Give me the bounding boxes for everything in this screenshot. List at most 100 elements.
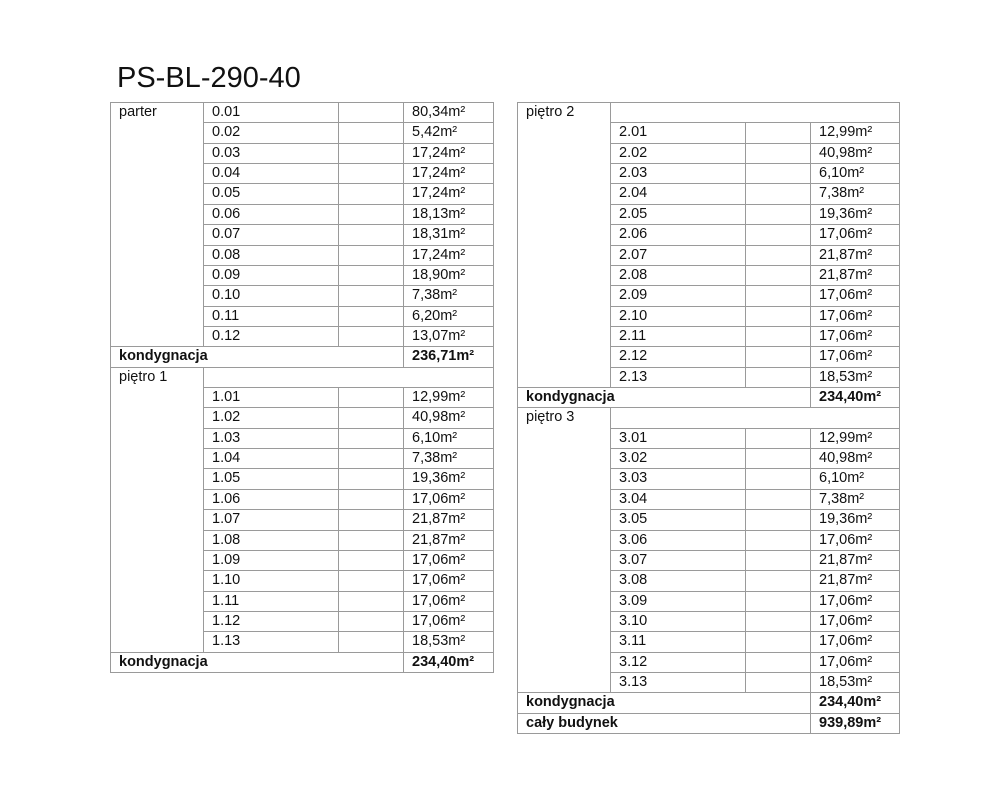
empty-cell (338, 468, 404, 490)
room-number: 2.11 (610, 325, 746, 348)
empty-cell (745, 366, 811, 389)
room-number: 3.13 (610, 672, 746, 694)
room-area: 17,06m² (403, 549, 494, 572)
room-number: 2.01 (610, 122, 746, 144)
room-number: 2.08 (610, 264, 746, 287)
room-number: 0.08 (203, 244, 339, 266)
room-number: 3.11 (610, 631, 746, 653)
empty-cell (745, 570, 811, 592)
table-row: 1.08 21,87m² (111, 529, 494, 551)
table-row: 2.07 21,87m² (518, 244, 900, 266)
table-row: 1.01 12,99m² (111, 387, 494, 409)
room-area: 40,98m² (810, 448, 900, 470)
area-table-right: piętro 2 2.01 12,99m² 2.02 40,98m² 2.03 6,10m²… (517, 101, 900, 735)
room-number: 1.13 (203, 631, 339, 653)
room-area: 18,53m² (810, 366, 900, 389)
room-area: 12,99m² (403, 387, 494, 409)
empty-cell (338, 183, 404, 205)
room-number: 1.08 (203, 529, 339, 551)
page-title: PS-BL-290-40 (117, 62, 301, 94)
table-row: 2.11 17,06m² (518, 325, 900, 348)
room-number: 3.12 (610, 651, 746, 674)
empty-cell (203, 366, 494, 389)
empty-cell (338, 570, 404, 592)
table-row: 0.12 13,07m² (111, 325, 494, 348)
room-area: 21,87m² (810, 570, 900, 592)
floor-label: piętro 2 (517, 101, 611, 389)
room-number: 0.01 (203, 101, 339, 124)
room-area: 19,36m² (810, 203, 900, 226)
empty-cell (745, 183, 811, 205)
room-area: 17,24m² (403, 142, 494, 165)
room-area: 13,07m² (403, 325, 494, 348)
table-row: 2.09 17,06m² (518, 285, 900, 307)
floor-total-row: kondygnacja 234,40m² (517, 692, 900, 714)
empty-cell (338, 590, 404, 612)
floor-header-row: piętro 2 (517, 101, 900, 389)
room-number: 2.03 (610, 163, 746, 185)
room-area: 7,38m² (403, 285, 494, 307)
empty-cell (338, 244, 404, 266)
room-area: 12,99m² (810, 122, 900, 144)
table-row: 3.05 19,36m² (518, 509, 900, 531)
empty-cell (338, 203, 404, 226)
floor-header-row: piętro 3 (517, 407, 900, 694)
room-number: 3.03 (610, 468, 746, 490)
table-row: 3.03 6,10m² (518, 468, 900, 490)
building-total-row: cały budynek 939,89m² (517, 712, 900, 735)
room-number: 0.03 (203, 142, 339, 165)
room-number: 0.09 (203, 264, 339, 287)
floor-total-row: kondygnacja 234,40m² (517, 387, 900, 409)
room-area: 7,38m² (403, 448, 494, 470)
floor-total-value: 234,40m² (403, 651, 494, 674)
room-number: 0.12 (203, 325, 339, 348)
room-number: 3.06 (610, 529, 746, 551)
floor-total-row: kondygnacja 236,71m² (110, 346, 494, 368)
empty-cell (745, 427, 811, 450)
room-area: 17,06m² (810, 285, 900, 307)
empty-cell (338, 387, 404, 409)
room-area: 6,10m² (810, 163, 900, 185)
room-area: 7,38m² (810, 183, 900, 205)
room-area: 17,24m² (403, 244, 494, 266)
room-area: 18,53m² (810, 672, 900, 694)
room-area: 17,06m² (403, 590, 494, 612)
room-area: 17,06m² (403, 570, 494, 592)
room-number: 3.02 (610, 448, 746, 470)
empty-cell (338, 264, 404, 287)
room-area: 17,06m² (403, 488, 494, 511)
floor-label: piętro 3 (517, 407, 611, 694)
room-number: 1.12 (203, 610, 339, 633)
room-number: 1.11 (203, 590, 339, 612)
room-area: 21,87m² (810, 264, 900, 287)
room-area: 6,20m² (403, 305, 494, 327)
room-number: 0.07 (203, 224, 339, 246)
room-number: 1.07 (203, 509, 339, 531)
room-area: 17,06m² (403, 610, 494, 633)
room-number: 1.03 (203, 427, 339, 450)
room-number: 3.01 (610, 427, 746, 450)
room-number: 1.05 (203, 468, 339, 490)
room-number: 1.06 (203, 488, 339, 511)
table-row: 0.02 5,42m² (111, 122, 494, 144)
room-number: 2.10 (610, 305, 746, 327)
table-row: 1.13 18,53m² (111, 631, 494, 653)
floor-total-value: 234,40m² (810, 387, 900, 409)
table-row: 0.06 18,13m² (111, 203, 494, 226)
room-area: 40,98m² (810, 142, 900, 165)
empty-cell (338, 101, 404, 124)
room-area: 18,53m² (403, 631, 494, 653)
room-area: 12,99m² (810, 427, 900, 450)
room-number: 2.05 (610, 203, 746, 226)
empty-cell (338, 610, 404, 633)
table-row: 0.10 7,38m² (111, 285, 494, 307)
floor-header-row: piętro 1 (110, 366, 494, 653)
table-row: 1.06 17,06m² (111, 488, 494, 511)
room-number: 2.12 (610, 346, 746, 368)
room-area: 21,87m² (810, 244, 900, 266)
empty-cell (745, 346, 811, 368)
empty-cell (338, 285, 404, 307)
empty-cell (745, 468, 811, 490)
table-row: 3.13 18,53m² (518, 672, 900, 694)
table-row: 3.09 17,06m² (518, 590, 900, 612)
